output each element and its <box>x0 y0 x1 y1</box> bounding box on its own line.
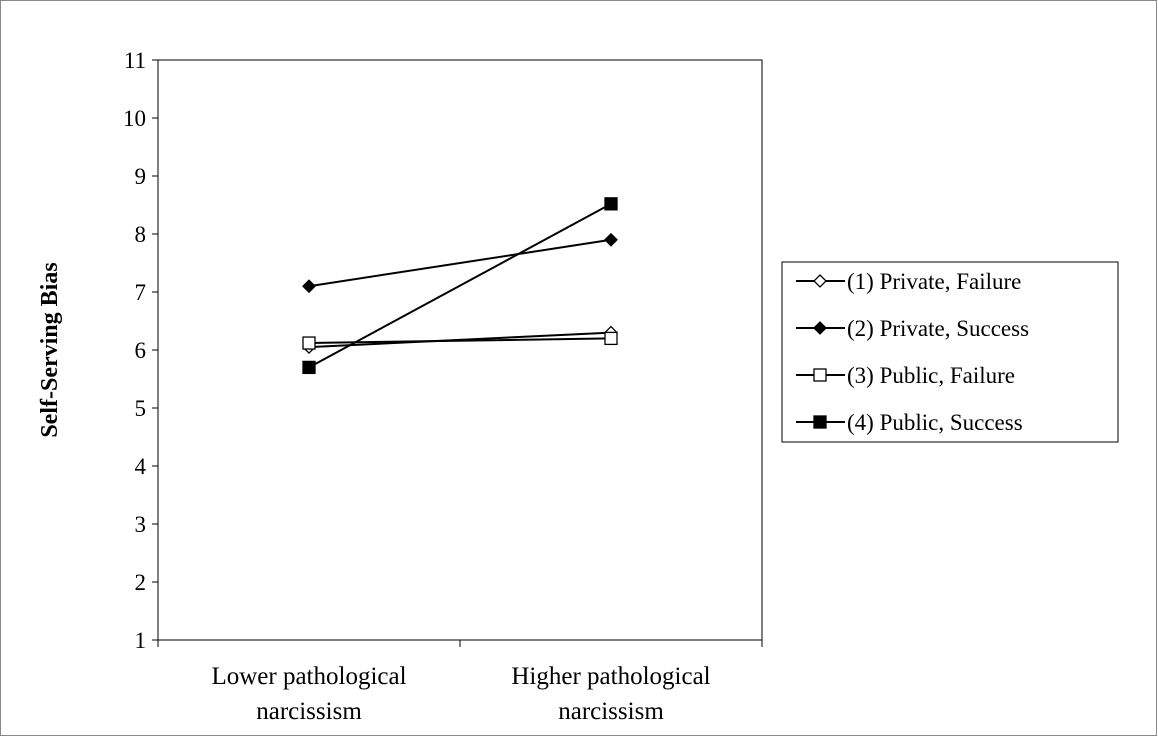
series-line <box>308 238 612 288</box>
y-axis: 1 2 3 4 5 6 7 8 9 10 11 <box>123 48 158 653</box>
y-tick-label: 9 <box>135 164 147 189</box>
x-category-label: Lower pathological <box>211 663 406 690</box>
series-4 <box>302 197 618 375</box>
y-tick-label: 5 <box>135 396 147 421</box>
data-point <box>604 331 618 346</box>
series-line <box>308 337 612 345</box>
legend-marker <box>813 321 827 335</box>
y-tick-label: 2 <box>135 570 147 595</box>
legend-marker <box>813 368 827 382</box>
data-point <box>302 336 316 350</box>
data-point <box>604 232 618 247</box>
legend-box <box>781 261 1119 443</box>
legend-label: (2) Private, Success <box>847 316 1029 341</box>
legend-item: (1) Private, Failure <box>796 269 1021 294</box>
y-tick-label: 6 <box>135 338 147 363</box>
y-tick-label: 7 <box>135 280 147 305</box>
y-tick-label: 4 <box>135 454 147 479</box>
legend-item: (4) Public, Success <box>796 410 1023 435</box>
legend-label: (3) Public, Failure <box>847 363 1015 388</box>
plot-area <box>157 59 763 641</box>
data-point <box>604 197 618 211</box>
y-tick-label: 3 <box>135 512 147 537</box>
y-tick-label: 10 <box>123 106 146 131</box>
legend-label: (4) Public, Success <box>847 410 1023 435</box>
y-tick-label: 8 <box>135 222 147 247</box>
x-category-label: narcissism <box>256 698 362 725</box>
legend-item: (3) Public, Failure <box>796 363 1015 388</box>
x-category-label: Higher pathological <box>511 663 710 690</box>
legend-item: (2) Private, Success <box>796 316 1029 341</box>
legend-marker <box>813 274 827 288</box>
legend-label: (1) Private, Failure <box>847 269 1021 294</box>
y-tick-label: 1 <box>135 628 147 653</box>
series-line <box>308 202 612 369</box>
data-point <box>302 360 316 375</box>
y-axis-label: Self-Serving Bias <box>37 262 63 437</box>
y-tick-label: 11 <box>124 48 146 73</box>
legend-marker <box>813 415 827 429</box>
x-axis: Lower pathological narcissism Higher patho… <box>157 640 763 725</box>
data-point <box>302 279 316 294</box>
x-category-label: narcissism <box>558 698 664 725</box>
series-2 <box>302 232 618 294</box>
series-3 <box>302 331 618 350</box>
series-layer <box>302 197 618 375</box>
legend: (1) Private, Failure (2) Private, Success… <box>781 261 1119 443</box>
